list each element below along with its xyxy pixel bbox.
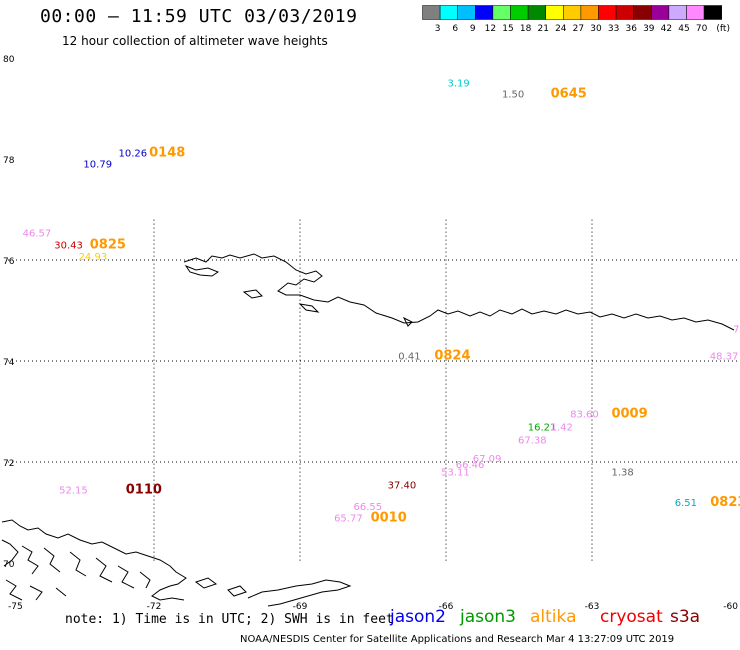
wave-height-label: 67.09: [473, 454, 502, 465]
wave-height-label: 48.37: [710, 351, 739, 362]
pass-time-label: 0110: [126, 482, 162, 497]
legend-tick-label: 42: [661, 24, 672, 34]
wave-height-label: 1.42: [551, 423, 573, 434]
pass-time-label: 0009: [611, 407, 647, 422]
legend-tick-label: 12: [485, 24, 496, 34]
longitude-label: -69: [293, 602, 308, 610]
wave-height-label: 67.38: [518, 435, 547, 446]
mission-label-altika: altika: [530, 607, 577, 627]
island-coastline: [194, 577, 218, 589]
wave-height-label: 10.26: [118, 148, 147, 159]
wave-height-label: 52.15: [59, 485, 88, 496]
latitude-label: 78: [3, 156, 15, 166]
wave-height-label: 16.21: [528, 423, 557, 434]
legend-tick-label: 6: [452, 24, 458, 34]
pass-time-label: 0823: [710, 495, 740, 510]
bylot-coastline: [247, 579, 352, 607]
legend-tick-label: 45: [678, 24, 689, 34]
legend-tick-label: 18: [520, 24, 532, 34]
latitude-label: 80: [3, 55, 15, 65]
island-coastline: [298, 303, 320, 313]
legend-tick-label: 70: [696, 24, 708, 34]
legend-tick-label: 21: [537, 24, 548, 34]
wave-height-label: 66.46: [456, 460, 485, 471]
wave-height-label: 10.79: [83, 160, 112, 171]
latitude-label: 72: [3, 459, 14, 469]
pass-time-label: 0825: [90, 237, 126, 252]
footer-credit: NOAA/NESDIS Center for Satellite Applica…: [240, 634, 675, 645]
legend-swatch: [703, 5, 722, 20]
island-coastline: [184, 264, 220, 277]
coastline: [1, 253, 735, 607]
island-coastline: [402, 316, 413, 327]
latitude-label: 70: [3, 560, 15, 570]
island-coastline: [242, 289, 264, 299]
wave-height-label: 65.77: [334, 514, 363, 525]
wave-height-label: 83.60: [570, 410, 599, 421]
legend-tick-label: 39: [643, 24, 655, 34]
latitude-label: 76: [3, 257, 15, 267]
wave-height-label: 24.93: [79, 252, 108, 263]
legend-tick-label: 3: [435, 24, 441, 34]
legend-tick-label: 30: [590, 24, 602, 34]
wave-height-label: 66.55: [354, 502, 383, 513]
note-text: note: 1) Time is in UTC; 2) SWH is in fe…: [65, 612, 394, 627]
wave-height-label: 1.50: [502, 89, 524, 100]
pass-time-label: 0148: [149, 145, 185, 160]
legend-tick-label: 15: [502, 24, 513, 34]
wave-height-label: 37.40: [388, 480, 417, 491]
pass-time-label: 0824: [434, 348, 470, 363]
mission-label-cryosat: cryosat: [600, 607, 663, 627]
longitude-label: -63: [585, 602, 600, 610]
baffin-coastline: [1, 539, 151, 601]
wave-height-label: 30.43: [54, 240, 83, 251]
mission-label-jason2: jason2: [390, 607, 446, 627]
wave-height-label: 0.41: [398, 351, 420, 362]
altimeter-map: 80 78 76 74 72 70 -75 -72 -69 -66 -63 -60 3.19 1.50 0…: [1, 55, 740, 610]
wave-height-label: 46.57: [23, 228, 52, 239]
legend-tick-label: 24: [555, 24, 567, 34]
color-legend: 3 6 9 12 15 18 21 24 27 30 33 36 39 42 45 70 (ft): [422, 5, 730, 34]
pass-time-label: 0645: [551, 86, 587, 101]
wave-height-label: 3.19: [447, 78, 469, 89]
longitude-label: -66: [439, 602, 454, 610]
longitude-label: -60: [723, 602, 738, 610]
island-coastline: [227, 585, 247, 597]
legend-tick-label: (ft): [716, 24, 730, 34]
baffin-coastline: [1, 519, 187, 601]
axis-labels: 80 78 76 74 72 70 -75 -72 -69 -66 -63 -60: [3, 55, 738, 610]
legend-tick-label: 9: [470, 24, 476, 34]
mission-label-jason3: jason3: [460, 607, 516, 627]
longitude-label: -72: [147, 602, 162, 610]
wave-height-label: 53.11: [441, 468, 470, 479]
mission-label-s3a: s3a: [670, 607, 701, 627]
legend-tick-label: 36: [625, 24, 637, 34]
wave-height-label: 6.51: [675, 498, 697, 509]
map-title: 00:00 – 11:59 UTC 03/03/2019: [40, 6, 358, 27]
map-subtitle: 12 hour collection of altimeter wave hei…: [62, 34, 328, 48]
latitude-label: 74: [3, 358, 15, 368]
ellesmere-coastline: [183, 253, 735, 331]
longitude-label: -75: [8, 602, 23, 610]
pass-time-label: 0010: [371, 511, 407, 526]
legend-tick-label: 27: [573, 24, 584, 34]
wave-height-label: 72: [733, 325, 740, 336]
wave-height-label: 1.38: [611, 468, 633, 479]
legend-tick-label: 33: [608, 24, 619, 34]
